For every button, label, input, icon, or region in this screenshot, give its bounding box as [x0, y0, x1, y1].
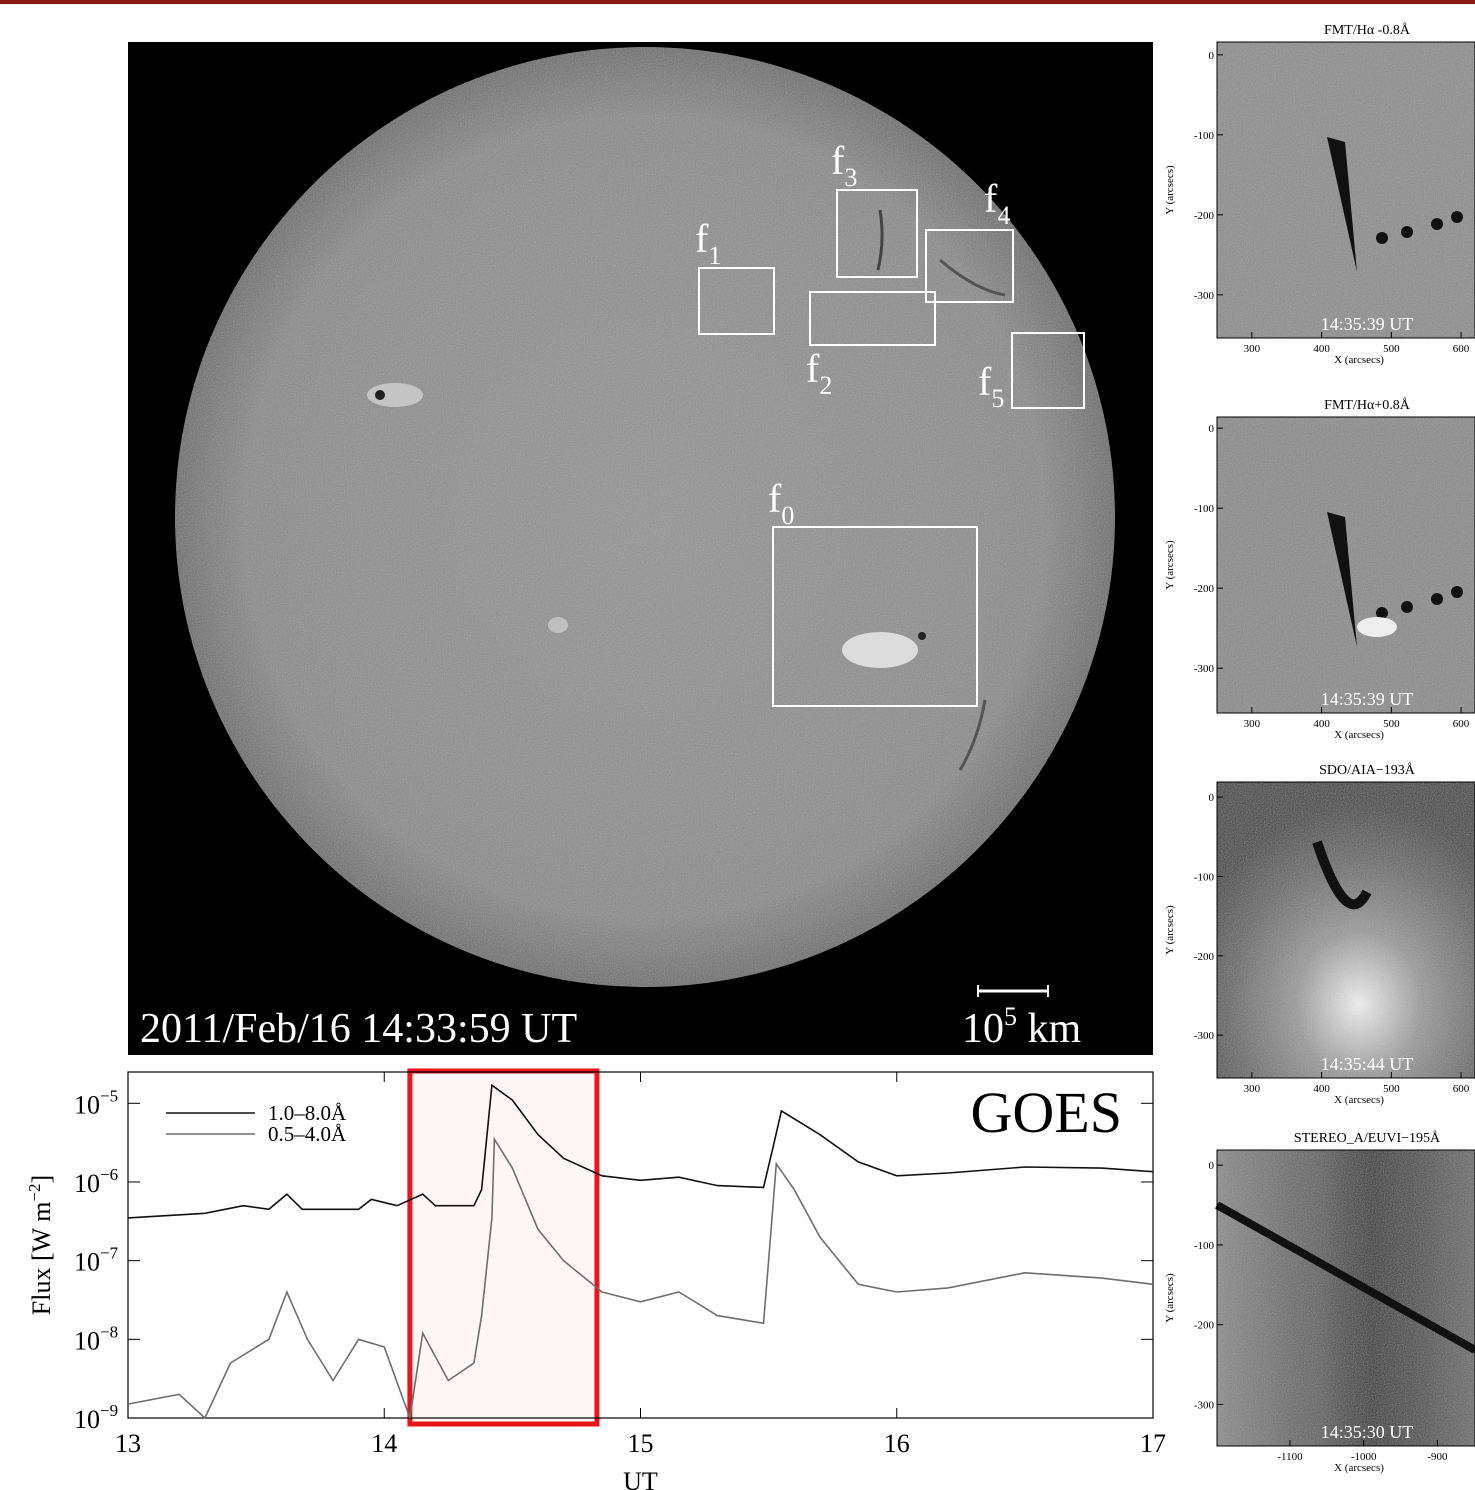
x-tick-label: 400	[1313, 1083, 1330, 1095]
panel-feature	[1357, 617, 1397, 637]
y-tick-label: -300	[1194, 663, 1215, 675]
page: 105 km 2011/Feb/16 14:33:59 UT 131415161…	[0, 0, 1475, 1490]
y-tick-label: -100	[1194, 503, 1215, 515]
y-tick-label: -300	[1194, 290, 1215, 302]
panel-feature	[1451, 586, 1463, 598]
scale-bar-label: 105 km	[962, 1002, 1082, 1052]
image-panels: FMT/Hα -0.8Å 14:35:39 UT 300 400 500 600 X (ar…	[1164, 22, 1475, 1474]
y-tick-label: -200	[1194, 210, 1215, 222]
panel-time: 14:35:39 UT	[1321, 689, 1414, 709]
x-tick-label: 300	[1244, 718, 1261, 730]
panel-time: 14:35:44 UT	[1321, 1054, 1414, 1074]
y-tick-label: -100	[1194, 871, 1215, 883]
y-tick-label: 0	[1209, 1160, 1215, 1172]
x-tick-label: 17	[1140, 1429, 1166, 1458]
x-axis-label: UT	[623, 1467, 658, 1490]
y-tick-label: -300	[1194, 1400, 1215, 1412]
y-tick-label: 10−5	[74, 1086, 118, 1119]
panel-title: FMT/Hα+0.8Å	[1324, 397, 1411, 413]
x-axis-label: X (arcsecs)	[1334, 1462, 1384, 1474]
x-axis-label: X (arcsecs)	[1334, 354, 1384, 366]
panel-image	[1217, 1150, 1475, 1446]
x-tick-label: 300	[1244, 1083, 1261, 1095]
y-tick-label: -300	[1194, 1030, 1215, 1042]
x-tick-label: 400	[1313, 718, 1330, 730]
y-tick-label: 10−8	[74, 1322, 118, 1355]
y-tick-label: 10−7	[74, 1244, 119, 1277]
panel-feature	[1451, 211, 1463, 223]
y-axis-label: Y (arcsecs)	[1164, 165, 1176, 215]
x-tick-label: 600	[1453, 1083, 1470, 1095]
x-tick-label: 500	[1383, 343, 1400, 355]
y-tick-label: -200	[1194, 1320, 1215, 1332]
x-tick-label: -1100	[1277, 1451, 1303, 1463]
y-tick-label: 10−6	[74, 1165, 118, 1198]
panel-feature	[1401, 601, 1413, 613]
y-tick-label: 0	[1209, 50, 1215, 62]
legend-label: 0.5–4.0Å	[268, 1122, 347, 1146]
x-tick-label: 300	[1244, 343, 1261, 355]
sun-disk	[175, 47, 1115, 987]
y-tick-label: -100	[1194, 130, 1215, 142]
figure: 105 km 2011/Feb/16 14:33:59 UT 131415161…	[0, 0, 1475, 1490]
panel-time: 14:35:30 UT	[1321, 1422, 1414, 1442]
x-tick-label: 600	[1453, 718, 1470, 730]
y-axis-label: Flux [W m−2]	[25, 1175, 56, 1315]
panel-title: SDO/AIA−193Å	[1319, 762, 1416, 778]
y-axis-label: Y (arcsecs)	[1164, 540, 1176, 590]
y-axis-label: Y (arcsecs)	[1164, 905, 1176, 955]
panel-feature	[1401, 226, 1413, 238]
y-tick-label: 0	[1209, 423, 1215, 435]
panel-feature	[1431, 593, 1443, 605]
x-tick-label: 600	[1453, 343, 1470, 355]
highlight-region	[410, 1071, 597, 1424]
top-bar	[0, 0, 1475, 4]
x-tick-label: 14	[371, 1429, 397, 1458]
x-tick-label: 500	[1383, 1083, 1400, 1095]
x-tick-label: 500	[1383, 718, 1400, 730]
timestamp: 2011/Feb/16 14:33:59 UT	[140, 1006, 577, 1052]
x-tick-label: 13	[115, 1429, 141, 1458]
x-tick-label: -900	[1427, 1451, 1448, 1463]
y-tick-label: -200	[1194, 951, 1215, 963]
x-tick-label: 16	[884, 1429, 910, 1458]
panel-feature	[1431, 218, 1443, 230]
y-axis-label: Y (arcsecs)	[1164, 1273, 1176, 1323]
y-tick-label: -200	[1194, 583, 1215, 595]
panel-title: STEREO_A/EUVI−195Å	[1294, 1130, 1441, 1146]
panel-image	[1217, 782, 1475, 1078]
x-axis-label: X (arcsecs)	[1334, 1094, 1384, 1106]
y-tick-label: -100	[1194, 1240, 1215, 1252]
panel-title: FMT/Hα -0.8Å	[1324, 22, 1411, 38]
panel-time: 14:35:39 UT	[1321, 314, 1414, 334]
x-axis-label: X (arcsecs)	[1334, 729, 1384, 741]
goes-chart: 13 14 15 16 17 UT 10−9 10−8 10−7 10−6 10−5 Flux [W …	[25, 1071, 1166, 1490]
y-tick-label: 10−9	[74, 1401, 118, 1434]
y-tick-label: 0	[1209, 792, 1215, 804]
x-tick-label: 400	[1313, 343, 1330, 355]
x-tick-label: 15	[628, 1429, 654, 1458]
annotation: GOES	[971, 1080, 1122, 1145]
panel-feature	[1376, 232, 1388, 244]
